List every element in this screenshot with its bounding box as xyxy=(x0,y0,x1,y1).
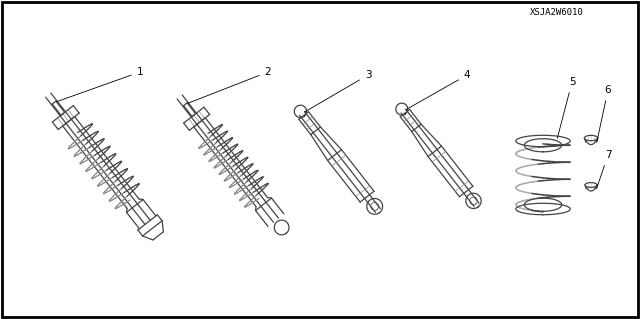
Text: 2: 2 xyxy=(188,67,271,103)
Text: 5: 5 xyxy=(557,77,575,138)
Text: 1: 1 xyxy=(57,67,143,102)
Text: 4: 4 xyxy=(406,70,470,110)
Text: 7: 7 xyxy=(596,150,611,189)
Text: 3: 3 xyxy=(305,70,371,112)
Text: XSJA2W6010: XSJA2W6010 xyxy=(530,8,584,17)
Text: 6: 6 xyxy=(597,85,611,142)
